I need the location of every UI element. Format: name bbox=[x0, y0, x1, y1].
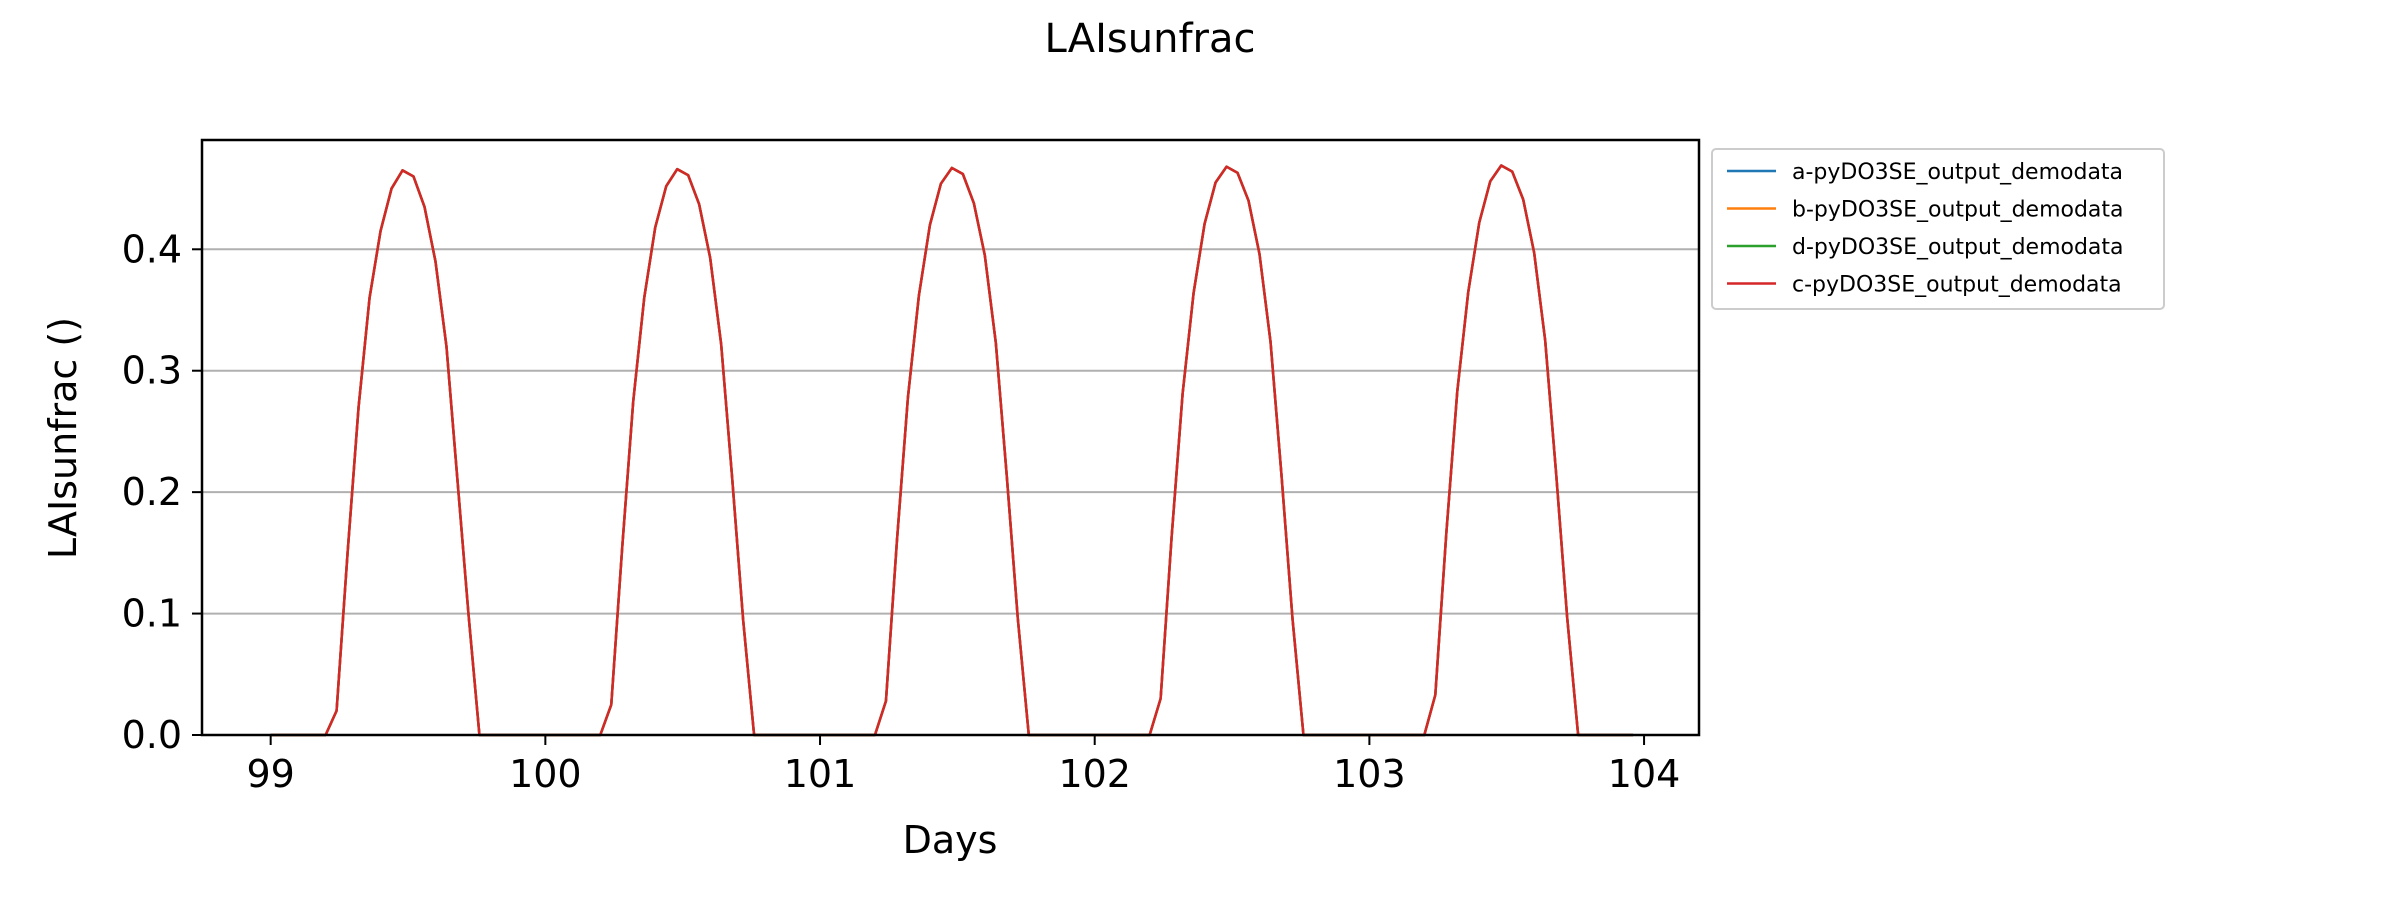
series-line-b-pyDO3SE_output_demodata bbox=[270, 164, 1634, 737]
legend-box bbox=[1711, 148, 2165, 310]
legend: a-pyDO3SE_output_demodata b-pyDO3SE_outpu… bbox=[1711, 148, 2165, 310]
series-lines bbox=[270, 164, 1634, 737]
x-tick-label-2: 101 bbox=[784, 752, 857, 796]
series-line-d-pyDO3SE_output_demodata bbox=[270, 164, 1634, 737]
y-tick-label-2: 0.2 bbox=[122, 470, 182, 514]
legend-label-1: b-pyDO3SE_output_demodata bbox=[1792, 198, 2124, 223]
legend-label-0: a-pyDO3SE_output_demodata bbox=[1792, 160, 2123, 185]
y-axis-ticks: 0.0 0.1 0.2 0.3 0.4 bbox=[122, 227, 202, 757]
y-tick-label-4: 0.4 bbox=[122, 227, 182, 271]
legend-label-3: c-pyDO3SE_output_demodata bbox=[1792, 273, 2122, 298]
y-axis-label: LAIsunfrac () bbox=[41, 317, 85, 559]
plot-frame bbox=[200, 138, 1701, 737]
x-tick-label-5: 104 bbox=[1608, 752, 1681, 796]
series-line-c-pyDO3SE_output_demodata bbox=[270, 164, 1634, 737]
x-tick-label-1: 100 bbox=[509, 752, 582, 796]
legend-entries: a-pyDO3SE_output_demodata b-pyDO3SE_outpu… bbox=[1727, 160, 2124, 298]
x-tick-label-4: 103 bbox=[1333, 752, 1406, 796]
x-axis-label: Days bbox=[903, 818, 998, 862]
x-axis-ticks: 99 100 101 102 103 104 bbox=[246, 735, 1680, 796]
series-line-a-pyDO3SE_output_demodata bbox=[270, 164, 1634, 737]
y-tick-label-0: 0.0 bbox=[122, 713, 182, 757]
y-tick-label-1: 0.1 bbox=[122, 592, 182, 636]
chart-title: LAIsunfrac bbox=[1045, 16, 1256, 62]
gridlines bbox=[202, 248, 1699, 615]
x-tick-label-0: 99 bbox=[246, 752, 294, 796]
x-tick-label-3: 102 bbox=[1058, 752, 1131, 796]
y-tick-label-3: 0.3 bbox=[122, 349, 182, 393]
legend-label-2: d-pyDO3SE_output_demodata bbox=[1792, 235, 2124, 260]
